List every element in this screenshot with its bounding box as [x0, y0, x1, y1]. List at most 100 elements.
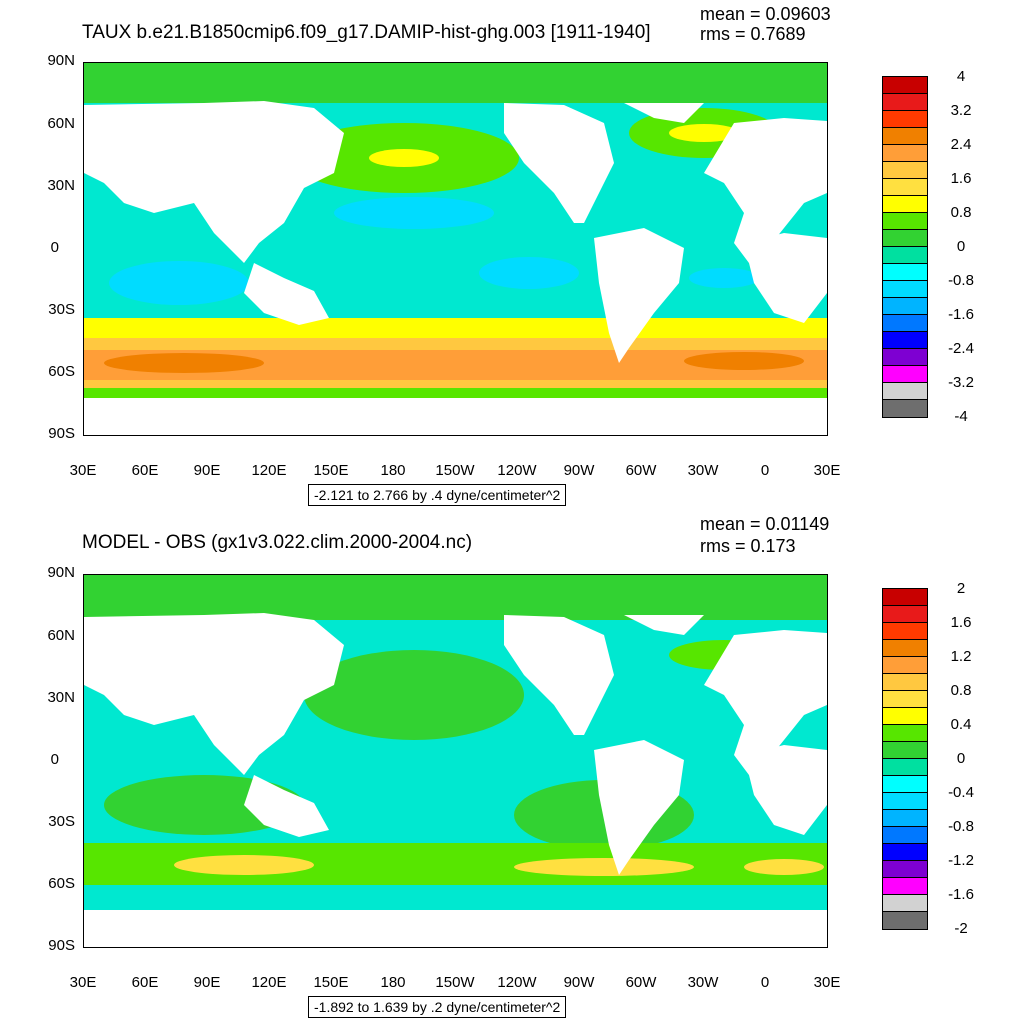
colorbar-swatch	[883, 674, 927, 691]
panel-bottom: MODEL - OBS (gx1v3.022.clim.2000-2004.nc…	[0, 512, 1024, 1024]
lon-label: 150W	[435, 462, 475, 479]
contour-info-box: -1.892 to 1.639 by .2 dyne/centimeter^2	[308, 996, 567, 1018]
lon-label: 120W	[497, 462, 537, 479]
contour-info-box: -2.121 to 2.766 by .4 dyne/centimeter^2	[308, 484, 567, 506]
lon-label: 90E	[193, 462, 221, 479]
lon-label: 150E	[313, 974, 349, 991]
panel-title: TAUX b.e21.B1850cmip6.f09_g17.DAMIP-hist…	[82, 22, 651, 43]
panel-title: MODEL - OBS (gx1v3.022.clim.2000-2004.nc…	[82, 532, 473, 553]
colorbar-swatch	[883, 281, 927, 298]
colorbar-label: -0.8	[948, 818, 974, 835]
lon-label: 90W	[563, 974, 595, 991]
lon-label: 90W	[563, 462, 595, 479]
lon-label: 120E	[251, 974, 287, 991]
colorbar	[882, 588, 928, 930]
map-field	[84, 63, 827, 435]
colorbar-swatch	[883, 810, 927, 827]
map-plot	[83, 62, 828, 436]
lat-label: 60S	[48, 363, 75, 380]
colorbar-swatch	[883, 657, 927, 674]
lon-label: 150W	[435, 974, 475, 991]
lon-label: 60W	[625, 974, 657, 991]
colorbar-swatch	[883, 793, 927, 810]
colorbar-label: 0.8	[950, 682, 972, 699]
colorbar-swatch	[883, 606, 927, 623]
lon-label: 30E	[69, 462, 97, 479]
colorbar-swatch	[883, 759, 927, 776]
lon-label: 120E	[251, 462, 287, 479]
map-field	[84, 575, 827, 947]
colorbar-label: 2	[956, 580, 966, 597]
colorbar-swatch	[883, 264, 927, 281]
lat-label: 60N	[47, 627, 75, 644]
lon-label: 30E	[813, 462, 841, 479]
colorbar-swatch	[883, 315, 927, 332]
panel-top: TAUX b.e21.B1850cmip6.f09_g17.DAMIP-hist…	[47, 4, 974, 506]
colorbar-swatch	[883, 77, 927, 94]
colorbar-swatch	[883, 742, 927, 759]
lat-label: 0	[50, 239, 59, 256]
colorbar-swatch	[883, 725, 927, 742]
colorbar-swatch	[883, 162, 927, 179]
colorbar-label: 0.4	[950, 716, 972, 733]
colorbar-label: -1.6	[948, 886, 974, 903]
colorbar-swatch	[883, 708, 927, 725]
colorbar-label: 2.4	[950, 136, 972, 153]
lat-label: 30N	[47, 177, 75, 194]
colorbar-swatch	[883, 640, 927, 657]
lat-label: 60N	[47, 115, 75, 132]
colorbar-label: -3.2	[948, 374, 974, 391]
colorbar-swatch	[883, 878, 927, 895]
colorbar	[882, 76, 928, 418]
lon-label: 30E	[813, 974, 841, 991]
lat-label: 0	[50, 751, 59, 768]
colorbar-swatch	[883, 366, 927, 383]
lon-label: 120W	[497, 974, 537, 991]
lat-label: 90S	[48, 425, 75, 442]
colorbar-label: 0.8	[950, 204, 972, 221]
colorbar-swatch	[883, 400, 927, 417]
colorbar-swatch	[883, 623, 927, 640]
lon-label: 30W	[687, 462, 719, 479]
lon-label: 0	[760, 462, 770, 479]
lat-label: 30N	[47, 689, 75, 706]
lon-label: 30W	[687, 974, 719, 991]
colorbar-swatch	[883, 111, 927, 128]
colorbar-swatch	[883, 827, 927, 844]
map-plot	[83, 574, 828, 948]
colorbar-label: -2	[954, 920, 968, 937]
lat-label: 90S	[48, 937, 75, 954]
colorbar-label: -1.6	[948, 306, 974, 323]
colorbar-swatch	[883, 145, 927, 162]
lat-label: 60S	[48, 875, 75, 892]
colorbar-swatch	[883, 128, 927, 145]
mean-value: mean = 0.01149	[700, 514, 830, 534]
lon-label: 0	[760, 974, 770, 991]
colorbar-swatch	[883, 912, 927, 929]
colorbar-swatch	[883, 247, 927, 264]
colorbar-swatch	[883, 298, 927, 315]
lon-label: 60E	[131, 462, 159, 479]
lon-label: 180	[380, 974, 406, 991]
lon-label: 30E	[69, 974, 97, 991]
colorbar-swatch	[883, 332, 927, 349]
colorbar-label: 3.2	[950, 102, 972, 119]
colorbar-swatch	[883, 383, 927, 400]
colorbar-swatch	[883, 861, 927, 878]
colorbar-label: -1.2	[948, 852, 974, 869]
lat-label: 30S	[48, 813, 75, 830]
lon-label: 60E	[131, 974, 159, 991]
colorbar-label: 4	[956, 68, 966, 85]
colorbar-label: 1.6	[950, 170, 972, 187]
colorbar-swatch	[883, 196, 927, 213]
lat-label: 90N	[47, 564, 75, 581]
colorbar-swatch	[883, 230, 927, 247]
rms-value: rms = 0.7689	[700, 24, 806, 44]
colorbar-label: 0	[956, 238, 966, 255]
colorbar-swatch	[883, 349, 927, 366]
colorbar-label: 1.6	[950, 614, 972, 631]
lat-label: 30S	[48, 301, 75, 318]
lon-label: 90E	[193, 974, 221, 991]
colorbar-label: 1.2	[950, 648, 972, 665]
colorbar-swatch	[883, 776, 927, 793]
